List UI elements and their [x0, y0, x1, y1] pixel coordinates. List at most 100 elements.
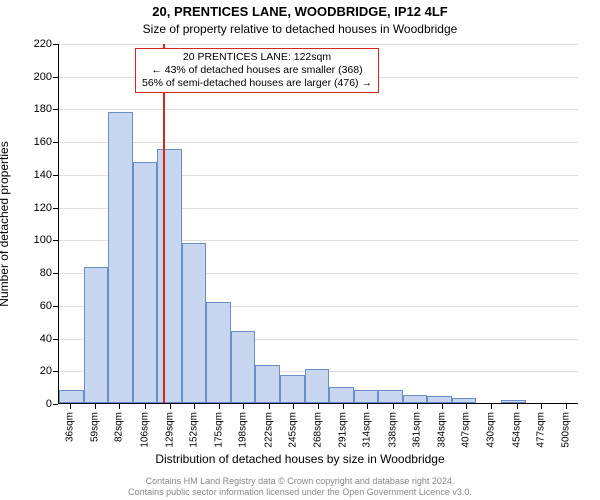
histogram-bar	[403, 395, 428, 403]
x-tick-mark	[95, 404, 96, 409]
x-tick-label: 222sqm	[263, 412, 274, 448]
histogram-bar	[231, 331, 256, 403]
annotation-box: 20 PRENTICES LANE: 122sqm ← 43% of detac…	[135, 48, 379, 93]
histogram-bar	[133, 162, 158, 403]
chart-container: 20, PRENTICES LANE, WOODBRIDGE, IP12 4LF…	[0, 0, 600, 500]
y-tick-mark	[53, 306, 58, 307]
histogram-bar	[329, 387, 354, 403]
histogram-bar	[84, 267, 109, 403]
histogram-bar	[206, 302, 231, 403]
y-tick-mark	[53, 273, 58, 274]
gridline	[59, 142, 578, 143]
x-tick-label: 477sqm	[536, 412, 547, 448]
y-tick-mark	[53, 404, 58, 405]
y-tick-label: 0	[0, 398, 52, 410]
annotation-line2: ← 43% of detached houses are smaller (36…	[142, 64, 372, 77]
y-tick-label: 80	[0, 267, 52, 279]
x-tick-label: 430sqm	[485, 412, 496, 448]
x-tick-mark	[70, 404, 71, 409]
x-axis-label: Distribution of detached houses by size …	[0, 452, 600, 466]
x-tick-mark	[119, 404, 120, 409]
x-tick-mark	[393, 404, 394, 409]
x-tick-mark	[442, 404, 443, 409]
histogram-bar	[157, 149, 182, 403]
x-tick-label: 268sqm	[313, 412, 324, 448]
x-tick-mark	[243, 404, 244, 409]
y-tick-label: 220	[0, 38, 52, 50]
x-tick-label: 59sqm	[89, 412, 100, 442]
x-tick-label: 291sqm	[337, 412, 348, 448]
histogram-bar	[427, 396, 452, 403]
histogram-bar	[452, 398, 477, 403]
y-tick-label: 180	[0, 103, 52, 115]
histogram-bar	[280, 375, 305, 403]
x-tick-mark	[293, 404, 294, 409]
chart-subtitle: Size of property relative to detached ho…	[0, 22, 600, 36]
x-tick-label: 198sqm	[238, 412, 249, 448]
histogram-bar	[378, 390, 403, 403]
histogram-bar	[354, 390, 379, 403]
footer-line2: Contains public sector information licen…	[0, 487, 600, 498]
histogram-bar	[59, 390, 84, 403]
x-tick-mark	[194, 404, 195, 409]
y-tick-mark	[53, 44, 58, 45]
y-tick-label: 200	[0, 71, 52, 83]
x-tick-label: 175sqm	[213, 412, 224, 448]
x-tick-mark	[517, 404, 518, 409]
y-tick-label: 140	[0, 169, 52, 181]
x-tick-label: 384sqm	[436, 412, 447, 448]
x-tick-label: 314sqm	[362, 412, 373, 448]
y-tick-mark	[53, 109, 58, 110]
x-tick-mark	[491, 404, 492, 409]
x-tick-label: 152sqm	[189, 412, 200, 448]
y-tick-mark	[53, 77, 58, 78]
x-tick-mark	[170, 404, 171, 409]
gridline	[59, 109, 578, 110]
x-tick-mark	[145, 404, 146, 409]
histogram-bar	[255, 365, 280, 403]
y-tick-label: 60	[0, 300, 52, 312]
y-tick-mark	[53, 339, 58, 340]
x-tick-mark	[566, 404, 567, 409]
x-tick-label: 245sqm	[288, 412, 299, 448]
y-tick-mark	[53, 208, 58, 209]
x-tick-label: 129sqm	[164, 412, 175, 448]
x-tick-mark	[417, 404, 418, 409]
annotation-line1: 20 PRENTICES LANE: 122sqm	[142, 51, 372, 64]
x-tick-mark	[269, 404, 270, 409]
x-tick-mark	[466, 404, 467, 409]
histogram-bar	[501, 400, 526, 403]
y-tick-label: 120	[0, 202, 52, 214]
x-tick-label: 338sqm	[387, 412, 398, 448]
x-tick-label: 407sqm	[461, 412, 472, 448]
footer-line1: Contains HM Land Registry data © Crown c…	[0, 476, 600, 487]
x-tick-label: 36sqm	[65, 412, 76, 442]
chart-title: 20, PRENTICES LANE, WOODBRIDGE, IP12 4LF	[0, 4, 600, 19]
x-tick-mark	[343, 404, 344, 409]
x-tick-mark	[541, 404, 542, 409]
gridline	[59, 44, 578, 45]
y-axis-label: Number of detached properties	[0, 141, 11, 306]
x-tick-label: 500sqm	[560, 412, 571, 448]
y-tick-label: 100	[0, 234, 52, 246]
x-tick-mark	[318, 404, 319, 409]
y-tick-label: 20	[0, 365, 52, 377]
x-tick-label: 454sqm	[511, 412, 522, 448]
y-tick-label: 40	[0, 333, 52, 345]
x-tick-label: 106sqm	[140, 412, 151, 448]
histogram-bar	[182, 243, 207, 403]
reference-line	[163, 44, 165, 403]
footer-attribution: Contains HM Land Registry data © Crown c…	[0, 476, 600, 498]
annotation-line3: 56% of semi-detached houses are larger (…	[142, 77, 372, 90]
y-tick-mark	[53, 142, 58, 143]
x-tick-label: 361sqm	[412, 412, 423, 448]
histogram-bar	[305, 369, 330, 403]
x-tick-mark	[219, 404, 220, 409]
y-tick-mark	[53, 175, 58, 176]
histogram-bar	[108, 112, 133, 403]
y-tick-mark	[53, 371, 58, 372]
x-tick-mark	[367, 404, 368, 409]
x-tick-label: 82sqm	[114, 412, 125, 442]
plot-area: 20 PRENTICES LANE: 122sqm ← 43% of detac…	[58, 44, 578, 404]
y-tick-mark	[53, 240, 58, 241]
